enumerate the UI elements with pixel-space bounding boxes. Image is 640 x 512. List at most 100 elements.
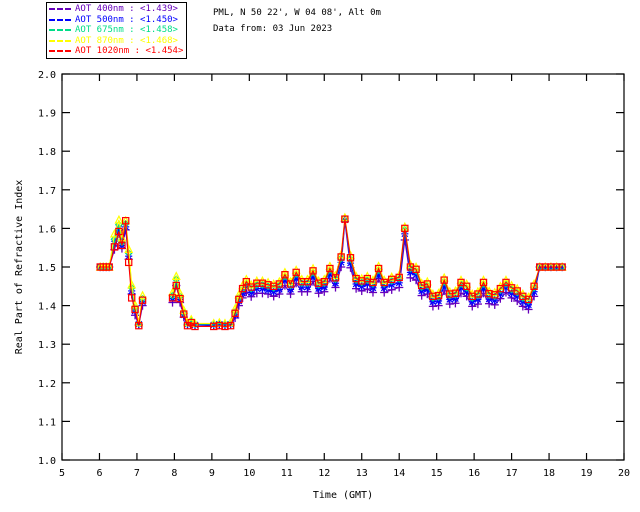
marker-square [238,284,247,293]
marker-square [138,296,147,304]
legend: AOT 400nm : <1.439> AOT 500nm : <1.450> … [46,2,188,59]
legend-item-675nm: AOT 675nm : <1.458> [49,25,183,36]
x-tick-label: 11 [281,468,293,479]
marker-square [127,294,136,302]
legend-label-400nm: AOT 400nm : <1.439> [75,4,178,14]
x-tick-label: 19 [581,468,593,479]
x-tick-label: 17 [506,468,518,479]
marker-square [412,265,420,274]
y-tick-label: 1.3 [38,340,56,351]
marker-square [558,263,566,271]
legend-swatch-870nm [49,39,71,42]
marker-square [281,271,289,279]
legend-item-500nm: AOT 500nm : <1.450> [49,15,183,26]
marker-square [474,290,482,298]
x-tick-label: 18 [543,468,555,479]
legend-label-500nm: AOT 500nm : <1.450> [75,14,178,25]
marker-square [530,282,538,291]
marker-square [110,243,119,251]
legend-label-1020nm: AOT 1020nm : <1.454> [75,46,184,56]
marker-square [172,281,180,290]
legend-label-675nm: AOT 675nm : <1.458> [75,25,178,35]
legend-item-870nm: AOT 870nm : <1.468> [49,36,183,47]
legend-swatch-400nm [49,8,71,11]
marker-square [496,284,505,293]
marker-square [235,295,243,304]
x-tick-label: 20 [618,468,630,479]
marker-square [341,215,349,223]
marker-square [226,321,235,330]
marker-square [309,267,317,275]
marker-square [180,310,188,318]
legend-swatch-1020nm [49,50,71,53]
x-tick-label: 12 [318,468,330,479]
marker-square [187,318,195,327]
y-tick-label: 1.6 [38,224,56,235]
marker-square [135,321,143,330]
y-tick-label: 2.0 [38,70,56,81]
marker-square [395,273,403,282]
x-tick-label: 10 [243,468,255,479]
marker-square [369,278,377,287]
marker-square [491,291,499,299]
marker-square [462,282,471,291]
x-tick-label: 9 [209,468,215,479]
marker-square [303,277,312,286]
x-tick-label: 7 [134,468,140,479]
y-axis-label: Real Part of Refractive Index [14,180,25,355]
marker-square [231,309,239,318]
marker-square [479,278,488,287]
x-tick-label: 15 [431,468,443,479]
legend-item-400nm: AOT 400nm : <1.439> [49,4,183,15]
site-location-text: PML, N 50 22', W 04 08', Alt 0m [213,8,381,18]
marker-triangle [171,271,181,280]
x-tick-label: 14 [393,468,405,479]
y-tick-label: 1.4 [38,302,56,313]
y-tick-label: 1.2 [38,379,56,390]
marker-square [457,278,465,287]
legend-label-870nm: AOT 870nm : <1.468> [75,35,178,46]
marker-square [401,224,409,233]
y-tick-label: 1.9 [38,109,56,120]
legend-swatch-675nm [49,29,71,32]
y-tick-label: 1.5 [38,263,56,274]
marker-square [247,283,255,291]
marker-square [440,276,448,284]
marker-square [337,253,345,261]
marker-square [326,264,334,273]
data-date-text: Data from: 03 Jun 2023 [213,24,333,34]
y-tick-label: 1.8 [38,147,56,158]
marker-square [320,277,328,286]
legend-item-1020nm: AOT 1020nm : <1.454> [49,46,183,57]
marker-square [176,294,184,303]
marker-square [124,258,133,267]
marker-square [105,263,113,271]
marker-square [118,241,126,250]
marker-triangle [114,214,124,224]
marker-square [374,264,383,273]
marker-square [286,280,295,288]
legend-swatch-500nm [49,18,71,21]
marker-square [513,287,521,295]
marker-triangle [124,244,134,253]
marker-square [346,254,355,262]
marker-square [131,305,139,314]
series-aot-1020nm [96,215,566,331]
marker-square [502,278,510,287]
marker-triangle [127,279,137,289]
y-tick-label: 1.7 [38,186,56,197]
marker-triangle [138,290,148,300]
marker-square [121,216,130,225]
marker-square [363,274,372,283]
y-tick-label: 1.0 [38,456,56,467]
x-axis-label: Time (GMT) [313,490,373,501]
marker-square [115,227,123,236]
x-tick-label: 6 [96,468,102,479]
marker-square [451,289,460,297]
marker-square [191,322,199,331]
marker-square [380,278,388,287]
x-tick-label: 5 [59,468,65,479]
